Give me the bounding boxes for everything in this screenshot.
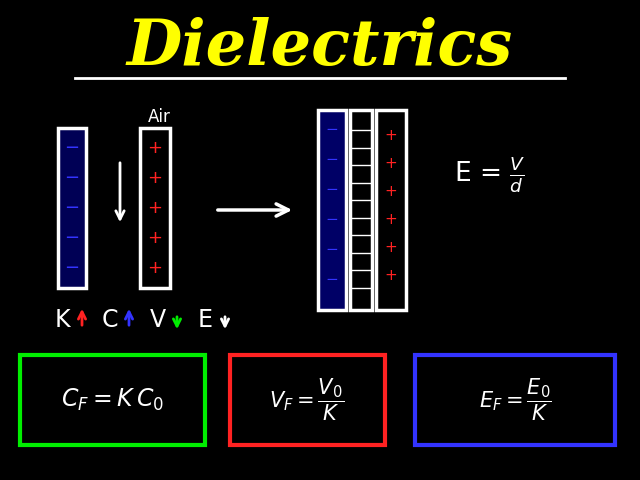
Text: V: V (150, 308, 166, 332)
Text: +: + (147, 259, 163, 277)
Text: K: K (55, 308, 70, 332)
Text: +: + (147, 169, 163, 187)
Text: $V_F = \dfrac{V_0}{K}$: $V_F = \dfrac{V_0}{K}$ (269, 377, 344, 423)
Bar (318, 110, 346, 310)
Bar (350, 110, 372, 310)
Text: −: − (326, 153, 339, 168)
Text: +: + (147, 139, 163, 157)
Text: −: − (65, 259, 79, 277)
Bar (230, 355, 385, 445)
Text: −: − (326, 273, 339, 288)
Bar (415, 355, 615, 445)
Text: Air: Air (148, 108, 171, 126)
Text: −: − (326, 182, 339, 197)
Text: $E_F = \dfrac{E_0}{K}$: $E_F = \dfrac{E_0}{K}$ (479, 377, 552, 423)
Bar (140, 128, 170, 288)
Text: +: + (385, 240, 397, 254)
Text: +: + (147, 199, 163, 217)
Text: −: − (326, 213, 339, 228)
Text: E: E (198, 308, 213, 332)
Text: Dielectrics: Dielectrics (127, 17, 513, 79)
Text: −: − (65, 199, 79, 217)
Text: −: − (326, 122, 339, 137)
Text: −: − (65, 169, 79, 187)
Text: +: + (147, 229, 163, 247)
Text: C: C (102, 308, 118, 332)
Text: +: + (385, 128, 397, 143)
Text: −: − (326, 242, 339, 257)
Text: −: − (65, 139, 79, 157)
Bar (376, 110, 406, 310)
Text: +: + (385, 267, 397, 283)
Text: +: + (385, 156, 397, 170)
Text: $C_F = K\, C_0$: $C_F = K\, C_0$ (61, 387, 163, 413)
Bar (58, 128, 86, 288)
Bar (20, 355, 205, 445)
Text: E = $\frac{V}{d}$: E = $\frac{V}{d}$ (454, 155, 525, 195)
Text: +: + (385, 183, 397, 199)
Text: −: − (65, 229, 79, 247)
Text: +: + (385, 212, 397, 227)
